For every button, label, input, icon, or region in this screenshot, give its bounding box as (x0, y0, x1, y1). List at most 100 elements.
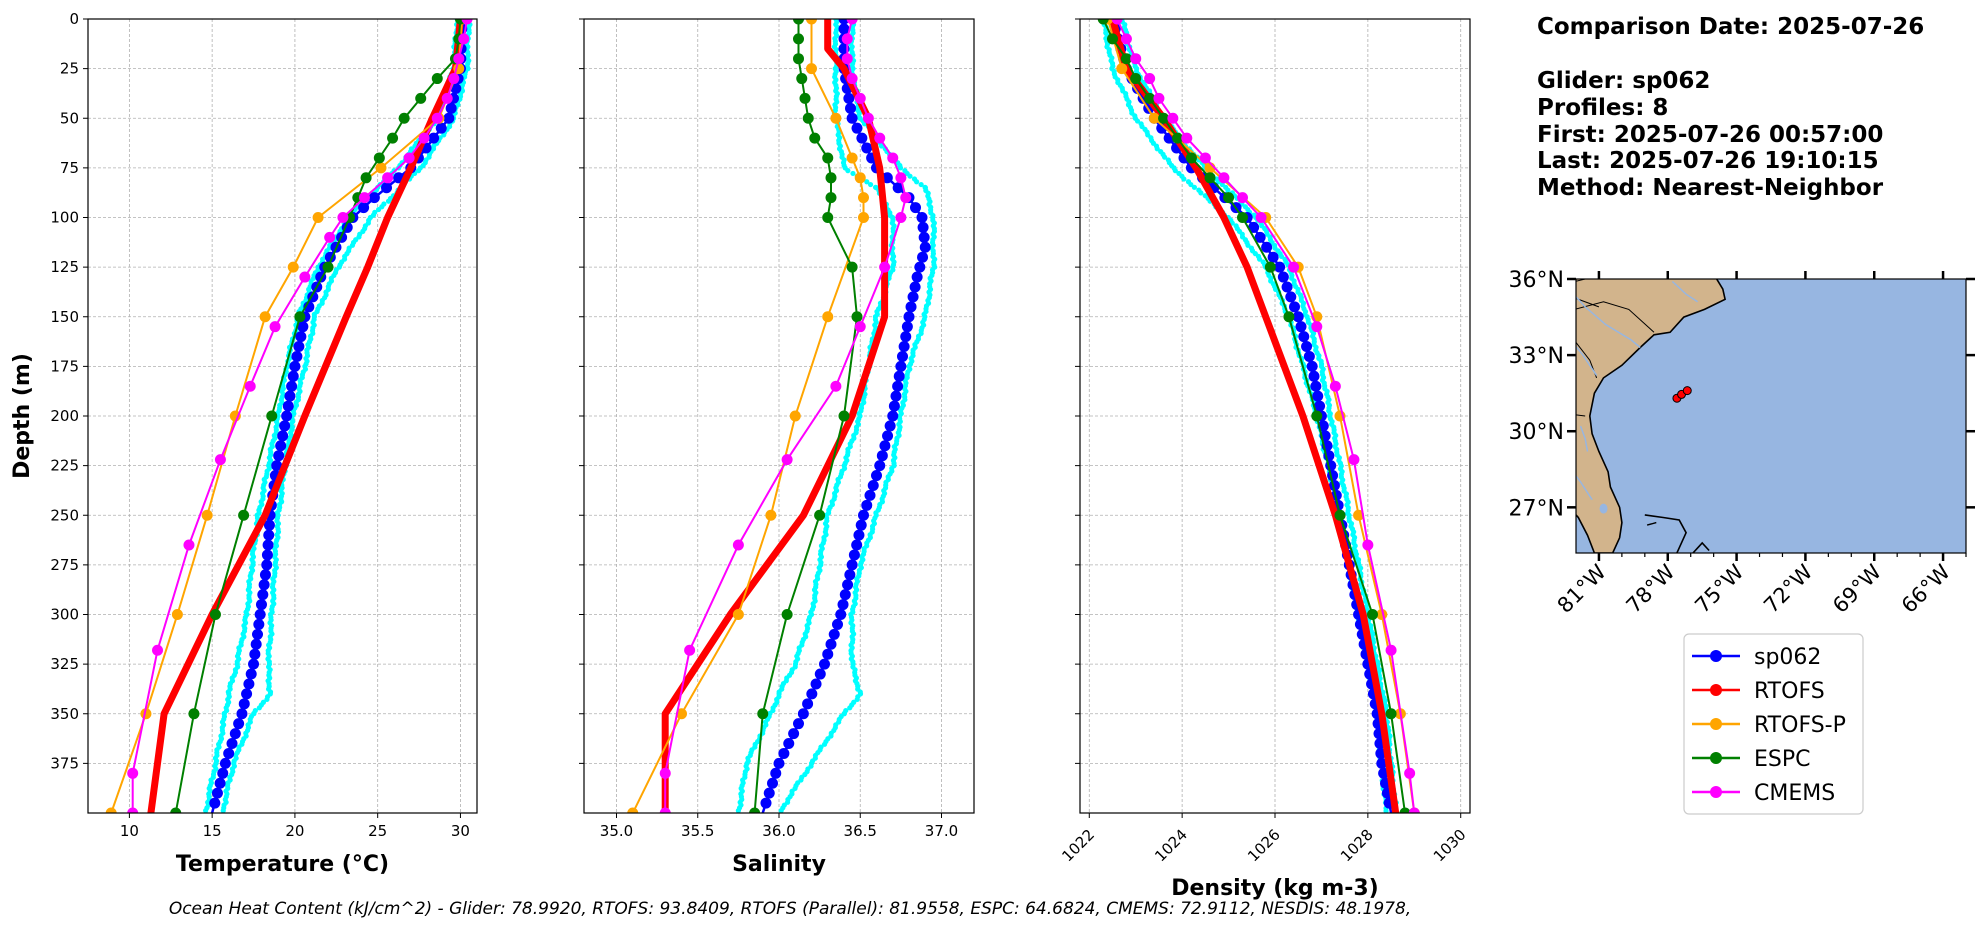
series-rtofs-p-marker (854, 172, 866, 184)
series-espc-marker (781, 609, 793, 620)
x-tick-label: 30 (451, 822, 470, 840)
series-cmems-marker (854, 92, 866, 104)
series-cmems-marker (382, 172, 394, 184)
state-border (1576, 301, 1655, 333)
series-sp062-marker (846, 559, 858, 571)
series-rtofs-p-marker (830, 112, 842, 124)
series-cmems-marker (269, 321, 281, 333)
land-group (1576, 279, 1975, 553)
bermuda (1967, 370, 1975, 374)
series-sp062-marker (273, 450, 285, 462)
series-cmems-marker (846, 19, 858, 25)
ocean-heat-content-footer: Ocean Heat Content (kJ/cm^2) - Glider: 7… (168, 899, 1412, 919)
series-sp062-marker (843, 92, 855, 104)
series-sp062-marker (806, 688, 818, 700)
y-tick-label: 300 (50, 606, 79, 624)
glider-profile-dot (1191, 184, 1197, 190)
glider-profile-dot (1154, 146, 1160, 152)
series-rtofs-p-marker (858, 212, 869, 223)
series-rtofs-p-marker (171, 609, 183, 620)
map-frame (1575, 278, 1967, 554)
x-axis-label: Temperature (°C) (176, 852, 389, 877)
x-tick-label: 36.5 (844, 822, 877, 840)
series-rtofs-p-marker (822, 311, 834, 323)
legend-label: RTOFS (1754, 679, 1825, 704)
series-rtofs-p-marker (259, 311, 271, 323)
state-border (1576, 414, 1586, 417)
series-sp062-marker (1301, 341, 1313, 353)
series-sp062-marker (258, 579, 270, 591)
series-sp062-marker (810, 678, 822, 690)
series-sp062-marker (1289, 301, 1300, 313)
x-tick-label: 15 (203, 822, 222, 840)
series-sp062-marker (249, 648, 261, 660)
series-cmems-marker (244, 380, 256, 392)
series-sp062-marker (876, 450, 888, 462)
series-espc-marker (793, 19, 804, 25)
series-espc-marker (1097, 19, 1109, 25)
series-sp062-marker (1267, 251, 1279, 263)
lat-tick-label: 33°N (1509, 344, 1564, 369)
series-espc-marker (1223, 192, 1235, 204)
series-cmems-marker (152, 644, 164, 656)
series-sp062-marker (243, 678, 255, 690)
series-cmems-marker (1408, 807, 1420, 813)
series-cmems-marker (862, 112, 874, 124)
lake (1599, 503, 1608, 514)
series-sp062-marker (1314, 400, 1326, 412)
series-sp062-marker (881, 172, 893, 184)
y-tick-label: 50 (60, 109, 79, 127)
series-espc-marker (814, 509, 826, 521)
series-sp062-marker (263, 519, 275, 531)
series-espc-marker (188, 708, 200, 720)
series-sp062-marker (236, 708, 248, 720)
y-tick-label: 100 (50, 209, 79, 227)
glider-profile-dot (918, 181, 924, 188)
series-espc-marker (822, 212, 834, 223)
series-cmems-marker (1311, 321, 1323, 333)
glider-profile-dot (778, 808, 784, 813)
series-sp062-marker (842, 579, 854, 591)
series-espc-marker (1283, 311, 1295, 323)
series-espc-marker (825, 192, 837, 204)
series-sp062-marker (219, 757, 231, 769)
series-rtofs-p-marker (375, 162, 387, 174)
glider-profile-dot (907, 173, 913, 179)
series-sp062-marker (911, 271, 923, 283)
series-rtofs-p-marker (806, 63, 817, 75)
series-rtofs-p-marker (846, 152, 858, 164)
series-sp062-marker (261, 549, 273, 561)
glider-profile-dot (847, 705, 853, 711)
series-sp062-marker (1285, 291, 1297, 303)
series-sp062-marker (1306, 360, 1318, 372)
glider-profile-dot (385, 198, 392, 204)
series-sp062-marker (443, 112, 455, 124)
state-border (1576, 297, 1600, 308)
x-tick-label: 37.0 (925, 822, 958, 840)
series-cmems-marker (127, 807, 139, 813)
series-sp062-marker (905, 301, 917, 313)
series-cmems-marker (458, 33, 470, 45)
glider-profile-dot (1198, 190, 1204, 196)
series-cmems-marker (403, 152, 415, 164)
series-sp062-marker (864, 489, 876, 501)
glider-profile-dot (1134, 118, 1141, 124)
series-sp062-marker (890, 390, 902, 402)
x-tick-label: 36.0 (762, 822, 795, 840)
series-sp062-marker (368, 192, 380, 204)
series-sp062-marker (844, 569, 856, 581)
series-cmems-marker (418, 132, 430, 144)
y-tick-label: 325 (50, 655, 79, 673)
y-tick-label: 200 (50, 407, 79, 425)
series-rtofs-p-marker (1116, 63, 1128, 75)
series-sp062-marker (874, 460, 886, 472)
series-sp062-marker (1248, 221, 1260, 233)
series-rtofs-p-marker (789, 410, 801, 422)
series-espc-marker (398, 112, 410, 124)
series-cmems-marker (337, 212, 349, 223)
glider-profile-dot (1162, 154, 1168, 160)
series-rtofs-line (1109, 19, 1400, 813)
series-rtofs-p-marker (676, 708, 687, 720)
series-espc-marker (1107, 33, 1118, 45)
